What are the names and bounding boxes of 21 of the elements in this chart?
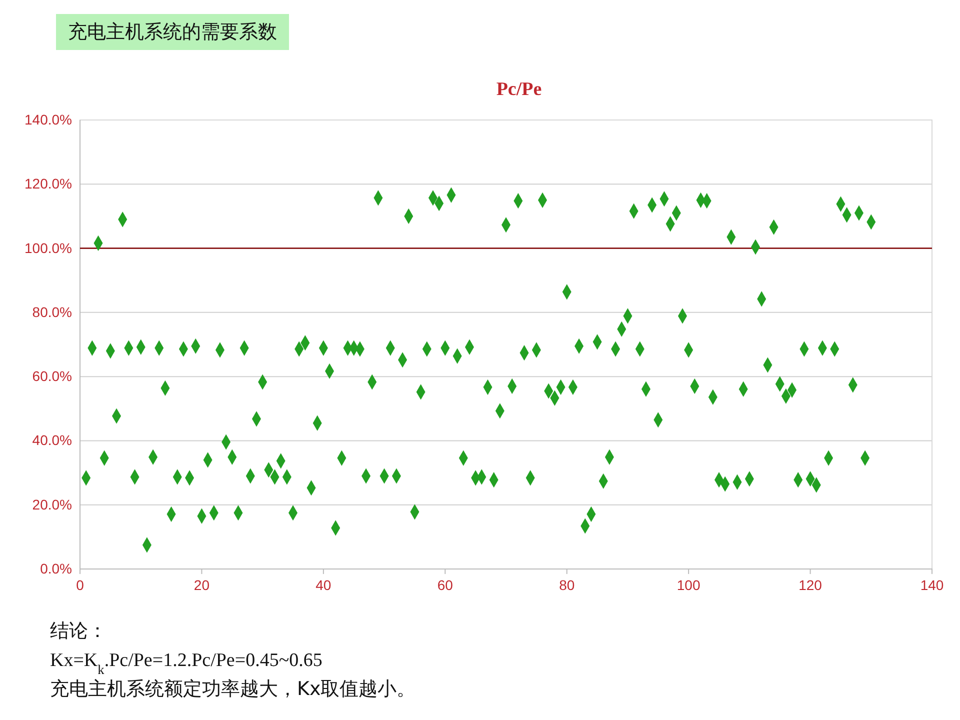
y-tick-label: 80.0% <box>32 304 72 320</box>
y-tick-label: 0.0% <box>40 560 72 576</box>
x-tick-label: 40 <box>316 576 332 593</box>
chart-subtitle: Pc/Pe <box>496 79 542 100</box>
x-tick-label: 100 <box>676 576 700 593</box>
text: Kx=K$_{k}$.Pc/Pe=1.2.Pc/Pe=0.45~0.65 <box>50 650 322 676</box>
x-tick-label: 20 <box>194 576 210 593</box>
x-tick-label: 60 <box>437 576 454 593</box>
y-tick-label: 120.0% <box>24 176 72 192</box>
y-tick-label: 140.0% <box>24 111 72 128</box>
text: 充电主机系统额定功率越大，Kx取值越小。 <box>50 678 416 700</box>
y-tick-label: 60.0% <box>32 368 72 384</box>
y-tick-label: 40.0% <box>32 432 72 448</box>
y-tick-label: 100.0% <box>24 240 72 256</box>
chart-title: 充电主机系统的需要系数 <box>68 21 277 43</box>
x-tick-label: 0 <box>76 576 84 593</box>
y-tick-label: 20.0% <box>32 496 72 512</box>
x-tick-label: 80 <box>559 576 575 593</box>
x-tick-label: 140 <box>920 576 944 593</box>
text: 结论： <box>50 620 107 642</box>
x-tick-label: 120 <box>798 576 822 593</box>
